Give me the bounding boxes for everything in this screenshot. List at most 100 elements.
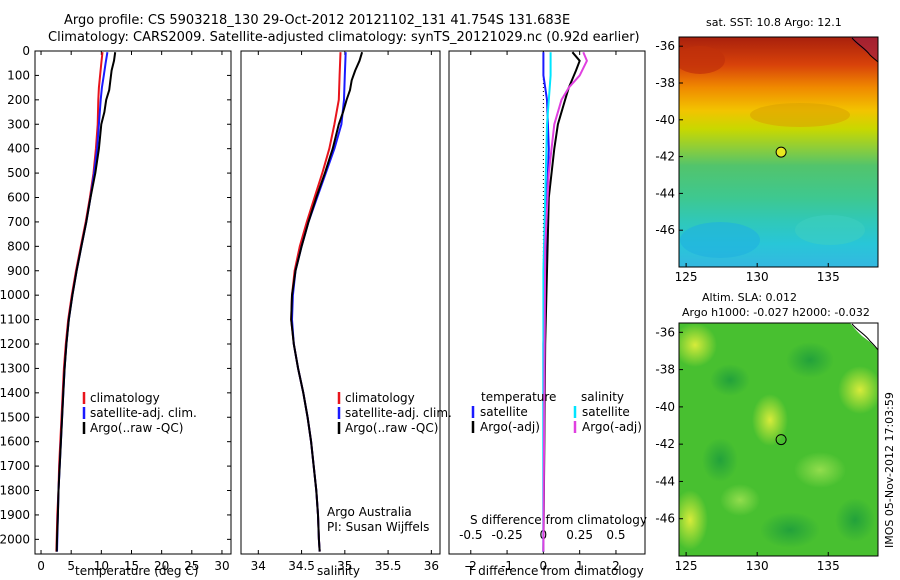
sla-low-patch [702,438,738,482]
y-tick-label: 300 [7,117,30,131]
coastline [851,323,878,351]
temperature-xlabel: temperature (deg C) [75,564,198,578]
y-tick-label: 1700 [0,459,30,473]
header-title-line2: Climatology: CARS2009. Satellite-adjuste… [48,30,640,45]
legend-label-temp-argo: Argo(-adj) [480,420,540,434]
y-tick-label: 100 [7,68,30,82]
legend-label-satellite: satellite-adj. clim. [345,406,452,420]
sla-map-title-line2: Argo h1000: -0.027 h2000: -0.032 [682,306,870,319]
map-x-tick-label: 135 [817,559,840,573]
series-line-climatology [290,52,342,552]
x-tick-label: 20 [154,559,169,573]
y-tick-label: 1300 [0,361,30,375]
annotation-argo-australia: Argo Australia [327,505,412,519]
legend-header-salinity: salinity [581,390,624,404]
top-tick-label: 0.25 [566,528,593,542]
map-y-tick-label: -46 [655,223,675,237]
header-title-line1: Argo profile: CS 5903218_130 29-Oct-2012… [64,13,570,28]
y-tick-label: 800 [7,239,30,253]
legend-label-satellite: satellite-adj. clim. [90,406,197,420]
legend-label-argo: Argo(..raw -QC) [90,421,183,435]
sla-high-patch [720,484,760,516]
y-tick-label: 400 [7,142,30,156]
y-tick-label: 700 [7,215,30,229]
sst-map: sat. SST: 10.8 Argo: 12.1 125 130 135 -36 -3… [655,16,879,284]
x-tick-label: -2 [465,559,477,573]
x-tick-label: 5 [67,559,75,573]
x-tick-label: 15 [124,559,139,573]
sla-map-axes: 125 130 135 -36 -38 -40 -42 -44 -46 [655,325,839,573]
side-timestamp-label: IMOS 05-Nov-2012 17:03:59 [883,392,896,548]
y-tick-label: 600 [7,191,30,205]
map-x-tick-label: 125 [675,559,698,573]
map-y-tick-label: -38 [655,363,675,377]
argo-float-marker [775,146,787,158]
sla-high-patch [679,490,708,550]
sla-high-patch [794,452,846,488]
y-tick-label: 1000 [0,288,30,302]
x-tick-label: 34.5 [288,559,315,573]
series-layer [55,51,588,552]
legend-label-climatology: climatology [345,391,415,405]
legend-label-climatology: climatology [90,391,160,405]
axes-layer: 0100200300400500600700800900100011001200… [0,44,626,573]
series-line-argo-raw-qc- [55,52,117,552]
map-y-tick-label: -42 [655,150,675,164]
s-difference-title: S difference from climatology [470,513,647,527]
series-line-argo-raw-qc- [290,51,364,552]
x-tick-label: 0 [540,559,548,573]
top-tick-label: 0.5 [606,528,625,542]
sla-map: Altim. SLA: 0.012 Argo h1000: -0.027 h20… [655,291,879,573]
sla-low-patch [710,364,750,396]
legend-label-argo: Argo(..raw -QC) [345,421,438,435]
top-tick-label: -0.25 [492,528,523,542]
y-tick-label: 2000 [0,532,30,546]
sst-map-axes: 125 130 135 -36 -38 -40 -42 -44 -46 [655,39,839,284]
sst-cold-patch [680,222,760,258]
sla-high-patch [679,323,717,367]
x-tick-label: 2 [612,559,620,573]
x-tick-label: 35.5 [375,559,402,573]
x-tick-label: 35 [337,559,352,573]
map-x-tick-label: 130 [746,559,769,573]
x-tick-label: 36 [424,559,439,573]
x-tick-label: 25 [184,559,199,573]
y-tick-label: 1400 [0,386,30,400]
map-y-tick-label: -40 [655,400,675,414]
legend-label-temp-satellite: satellite [480,405,528,419]
sla-map-frame [678,322,879,557]
temperature-legend: climatology satellite-adj. clim. Argo(..… [82,391,197,435]
map-y-tick-label: -44 [655,474,675,488]
sst-warm-patch [679,46,725,74]
x-tick-label: -1 [501,559,513,573]
map-y-tick-label: -36 [655,39,675,53]
sst-map-frame [678,36,879,268]
legend-header-temperature: temperature [481,390,556,404]
sla-low-patch [786,342,834,378]
y-tick-label: 1600 [0,435,30,449]
salinity-panel-frame [240,50,441,555]
difference-panel-frame [448,50,646,555]
difference-xlabel: T difference from climatology [466,564,644,578]
sst-map-title: sat. SST: 10.8 Argo: 12.1 [706,16,842,29]
map-y-tick-label: -44 [655,186,675,200]
series-line-satellite-adj-clim- [56,52,109,552]
series-line-argo-adj- [542,51,581,552]
x-tick-label: 34 [251,559,266,573]
map-y-tick-label: -38 [655,76,675,90]
sla-map-title-line1: Altim. SLA: 0.012 [702,291,797,304]
top-tick-label: -0.5 [459,528,482,542]
y-tick-label: 200 [7,93,30,107]
y-tick-label: 1500 [0,410,30,424]
y-tick-label: 1800 [0,484,30,498]
sla-high-patch [752,394,788,446]
map-y-tick-label: -46 [655,512,675,526]
salinity-xlabel: salinity [317,564,360,578]
map-y-tick-label: -36 [655,325,675,339]
sla-high-patch [838,366,878,414]
sla-low-patch [760,512,820,548]
difference-legend: temperature salinity satellite Argo(-adj… [470,390,647,527]
map-x-tick-label: 135 [817,270,840,284]
legend-label-sal-argo: Argo(-adj) [582,420,642,434]
